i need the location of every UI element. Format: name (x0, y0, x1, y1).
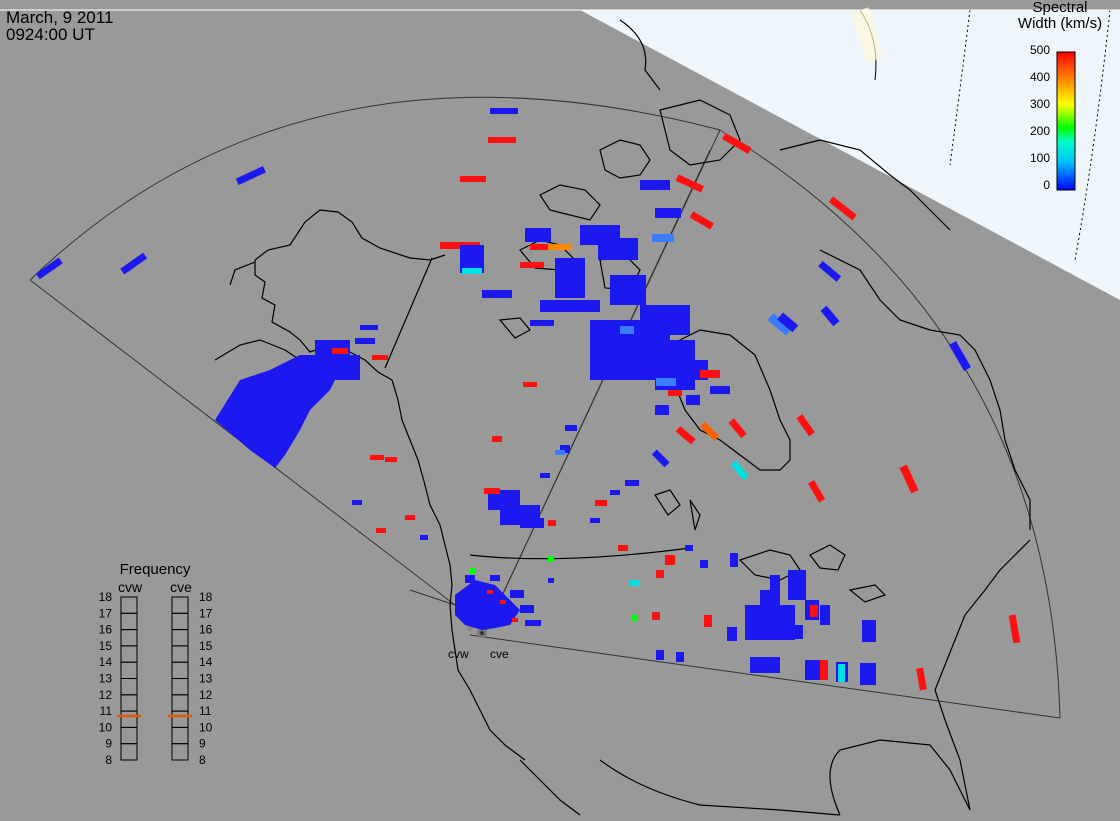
colorbar-title-line2: Width (km/s) (1017, 15, 1103, 32)
colorbar-tick-0: 0 (1043, 178, 1050, 192)
colorbar-tick-100: 100 (1030, 151, 1050, 165)
frequency-box (171, 678, 189, 696)
frequency-tick-11: 11 (199, 704, 212, 718)
frequency-tick-17: 17 (99, 606, 113, 620)
colorbar-tick-labels: 500 400 300 200 100 0 (1030, 43, 1050, 192)
frequency-title: Frequency (120, 561, 191, 578)
frequency-box (120, 710, 138, 728)
spectral-width-colorbar (1056, 51, 1076, 191)
frequency-box (120, 661, 138, 680)
frequency-tick-13: 13 (199, 672, 213, 686)
frequency-tick-18: 18 (99, 590, 113, 604)
frequency-box (120, 726, 138, 745)
frequency-box (120, 678, 138, 696)
frequency-box (120, 743, 138, 761)
frequency-tick-13: 13 (99, 672, 113, 686)
frequency-tick-9: 9 (105, 737, 112, 751)
political-borders (384, 257, 691, 560)
colorbar-tick-200: 200 (1030, 124, 1050, 138)
frequency-tick-16: 16 (199, 623, 213, 637)
colorbar-tick-500: 500 (1030, 43, 1050, 57)
frequency-radar-cvw: cvw (118, 579, 143, 595)
frequency-panel: Frequency cvw cve 18 18 17 17 16 16 15 15 14 14 13… (99, 561, 213, 767)
frequency-tick-14: 14 (99, 655, 113, 669)
frequency-tick-15: 15 (199, 639, 213, 653)
frequency-box (171, 612, 189, 631)
frequency-box (120, 612, 138, 631)
field-of-view-outline (29, 96, 1061, 719)
radar-label-cve: cve (490, 647, 509, 661)
frequency-tick-17: 17 (199, 606, 213, 620)
colorbar-title-line1: Spectral (1032, 0, 1088, 16)
frequency-tick-11: 11 (100, 704, 113, 718)
frequency-tick-labels: 18 18 17 17 16 16 15 15 14 14 13 13 12 12 11 11 10 10 9 9 8 8 (99, 590, 213, 767)
frequency-box (120, 694, 138, 712)
colorbar-title: Spectral Width (km/s) (1005, 0, 1115, 32)
frequency-tick-12: 12 (199, 688, 213, 702)
frequency-box (171, 710, 189, 728)
colorbar-tick-300: 300 (1030, 97, 1050, 111)
frequency-box (171, 596, 189, 614)
frequency-box (171, 726, 189, 745)
frequency-tick-14: 14 (199, 655, 213, 669)
frequency-box (120, 629, 138, 647)
frequency-box (171, 645, 189, 663)
frequency-box (171, 629, 189, 647)
daylight-region (580, 7, 1120, 300)
radar-label-cvw: cvw (448, 647, 469, 661)
frequency-radar-cve: cve (170, 579, 192, 595)
frequency-tick-16: 16 (99, 623, 113, 637)
frequency-scale-boxes (120, 596, 189, 761)
frequency-box (171, 661, 189, 680)
frequency-box (120, 645, 138, 663)
frequency-box (120, 596, 138, 614)
time-label: 0924:00 UT (6, 25, 95, 44)
colorbar-tick-400: 400 (1030, 70, 1050, 84)
date-label: March, 9 2011 (6, 8, 114, 27)
frequency-box (171, 743, 189, 761)
frequency-tick-15: 15 (99, 639, 113, 653)
frequency-box (171, 694, 189, 712)
frequency-tick-9: 9 (199, 737, 206, 751)
radar-echoes (35, 108, 1021, 691)
frequency-tick-8: 8 (105, 753, 112, 767)
frequency-tick-18: 18 (199, 590, 213, 604)
frequency-tick-10: 10 (199, 720, 213, 734)
frequency-tick-8: 8 (199, 753, 206, 767)
frequency-tick-10: 10 (99, 720, 113, 734)
frequency-tick-12: 12 (99, 688, 113, 702)
